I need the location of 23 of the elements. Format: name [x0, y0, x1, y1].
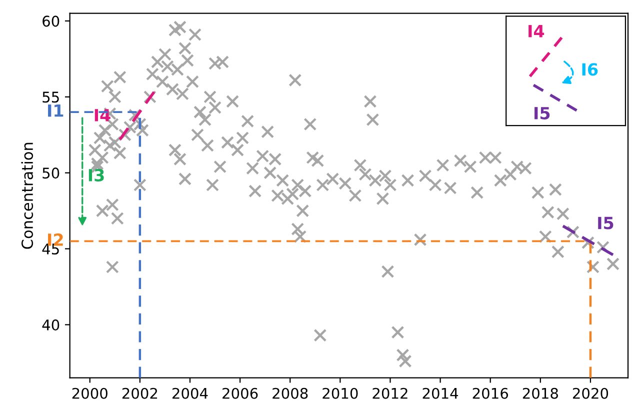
x-tick-label: 2018	[522, 388, 558, 399]
annotation: I6	[582, 63, 598, 76]
x-tick-label: 2016	[472, 388, 508, 399]
y-tick-label: 40	[42, 319, 60, 330]
x-tick-label: 2012	[372, 388, 408, 399]
y-tick-label: 50	[42, 168, 60, 179]
series-label: I5	[598, 216, 614, 230]
annotation: I5	[534, 107, 550, 120]
x-tick-label: 2020	[572, 388, 608, 399]
x-tick-label: 2014	[422, 388, 458, 399]
x-tick-label: 2006	[222, 388, 258, 399]
y-tick-label: 60	[42, 16, 60, 27]
x-tick-label: 2000	[72, 388, 108, 399]
annotation: I3	[88, 168, 104, 182]
x-tick-label: 2004	[172, 388, 208, 399]
y-axis-title: Concentration	[21, 142, 34, 249]
y-tick-label: 55	[42, 92, 59, 103]
ref-line-label: I2	[48, 233, 63, 246]
annotation: I4	[528, 25, 544, 38]
x-tick-label: 2010	[322, 388, 358, 399]
x-tick-label: 2008	[272, 388, 308, 399]
ref-line-label: I1	[48, 104, 64, 117]
x-tick-label: 2002	[122, 388, 158, 399]
